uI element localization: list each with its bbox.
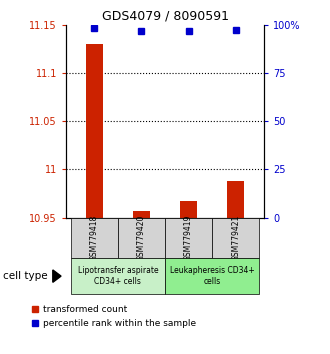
Bar xyxy=(180,201,197,218)
Text: GSM779420: GSM779420 xyxy=(137,215,146,261)
Text: GSM779418: GSM779418 xyxy=(90,215,99,261)
Bar xyxy=(86,44,103,218)
Legend: transformed count, percentile rank within the sample: transformed count, percentile rank withi… xyxy=(31,306,196,328)
Bar xyxy=(71,258,165,294)
Bar xyxy=(118,218,165,258)
Bar xyxy=(71,218,118,258)
Text: Leukapheresis CD34+
cells: Leukapheresis CD34+ cells xyxy=(170,267,254,286)
Text: cell type: cell type xyxy=(3,271,48,281)
FancyArrow shape xyxy=(53,270,61,282)
Text: Lipotransfer aspirate
CD34+ cells: Lipotransfer aspirate CD34+ cells xyxy=(78,267,158,286)
Bar xyxy=(165,258,259,294)
Bar xyxy=(227,181,244,218)
Bar xyxy=(133,211,150,218)
Title: GDS4079 / 8090591: GDS4079 / 8090591 xyxy=(102,9,228,22)
Text: GSM779419: GSM779419 xyxy=(184,215,193,261)
Bar xyxy=(212,218,259,258)
Text: GSM779421: GSM779421 xyxy=(231,215,240,261)
Bar xyxy=(165,218,212,258)
